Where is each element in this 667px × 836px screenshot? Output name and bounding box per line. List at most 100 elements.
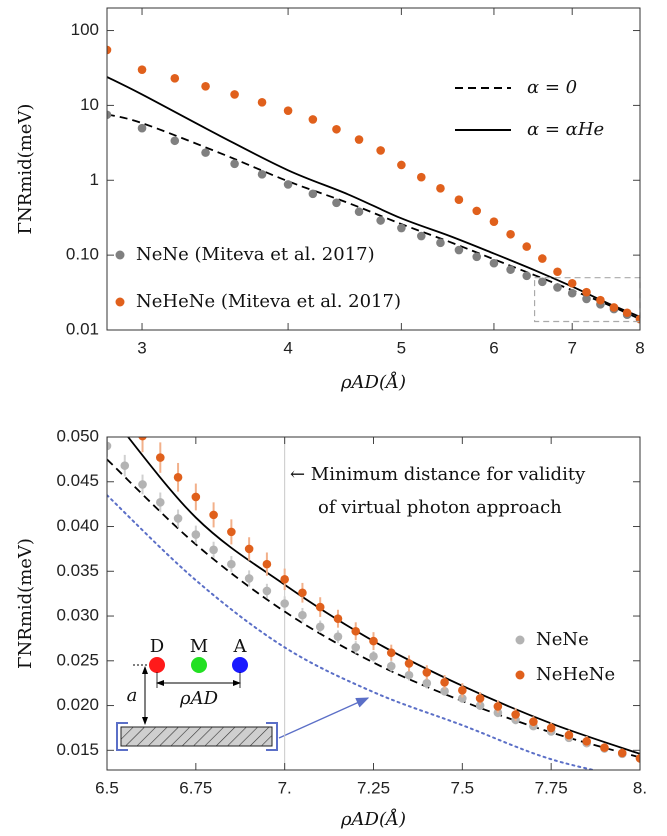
data-point [227,559,236,569]
data-point [308,115,318,124]
data-point [257,170,267,179]
data-point [209,545,218,555]
data-point [137,123,147,133]
annotation: of virtual photon approach [318,497,562,518]
data-point [489,217,499,226]
data-point [506,265,515,274]
data-point [397,160,406,170]
axes-frame [106,7,641,331]
data-point [120,461,130,470]
data-point [230,159,239,169]
legend-label: NeNe [536,629,589,650]
y-tick-label: 0.035 [56,561,99,580]
x-axis-label: ρAD(Å) [340,808,406,830]
data-point [120,409,129,418]
data-point [567,279,577,288]
data-point [458,686,467,695]
data-point [522,271,532,281]
data-point [475,701,485,710]
data-point [103,384,112,393]
data-point [582,294,591,304]
data-point [609,303,619,312]
data-point [436,238,445,248]
data-point [201,148,210,157]
inset-label: M [190,636,208,657]
data-point [440,686,449,696]
legend-swatch [115,250,125,260]
data-point [493,702,503,711]
y-tick-label: 1 [90,170,99,189]
inset-label: ρAD [179,688,219,709]
data-point [280,599,289,608]
data-point [227,527,236,537]
legend-label: α = 0 [527,77,577,98]
data-point [397,223,406,233]
data-point [404,659,414,668]
data-point [538,277,547,287]
data-point [283,180,293,189]
y-tick-label: 0.030 [56,606,99,625]
data-point [244,544,254,554]
data-point [553,283,562,292]
data-point [582,737,591,746]
data-point [354,135,364,144]
data-point [298,610,307,620]
y-tick-label: 0.040 [56,516,99,535]
inset-label: D [150,636,164,657]
y-tick-label: 0.10 [66,245,99,264]
data-point [600,743,609,752]
data-point [472,206,482,216]
data-point [156,498,165,507]
x-axis-label: ρAD(Å) [340,371,406,393]
data-point [553,267,562,277]
y-tick-label: 0.045 [56,471,99,490]
data-point [416,172,426,182]
data-point [376,216,385,225]
x-tick-label: 4 [283,338,292,357]
legend-label: NeHeNe (Miteva et al. 2017) [136,291,401,312]
inset-diagram: D M A a ρAD [116,636,370,751]
data-point [475,694,485,703]
data-point [170,74,180,83]
data-point [308,189,318,199]
data-point [596,295,605,305]
data-point [137,65,147,74]
data-point [422,668,432,677]
data-point [244,574,254,583]
data-point [458,694,467,703]
inset-label: A [233,636,248,657]
data-point [564,730,574,740]
x-tick-label: 6.75 [179,778,212,797]
data-point [454,245,464,255]
data-point [511,710,520,719]
data-point [257,98,267,107]
annotation: ← Minimum distance for validity [290,464,586,485]
data-point [369,636,378,646]
y-tick-label: 100 [71,20,99,39]
data-point [472,252,482,262]
data-point [546,723,556,733]
data-point [332,124,341,134]
data-point [354,207,364,217]
x-tick-label: 8 [635,338,644,357]
y-axis-label: ΓNRmid(meV) [15,538,36,669]
data-point [567,288,577,298]
data-point [138,480,147,489]
data-point [436,184,445,193]
y-tick-label: 0.01 [66,319,99,338]
data-point [315,622,325,632]
x-tick-label: 5 [397,338,406,357]
data-point [635,754,640,763]
x-tick-label: 7.75 [535,778,568,797]
data-point [262,559,272,569]
data-point [522,242,532,251]
data-point [107,110,112,120]
data-point [529,717,538,726]
x-tick-label: 3 [137,338,146,357]
data-point [369,652,378,661]
data-point [376,146,385,155]
data-point [386,648,396,658]
data-point [622,308,632,318]
plot-area [103,384,640,770]
